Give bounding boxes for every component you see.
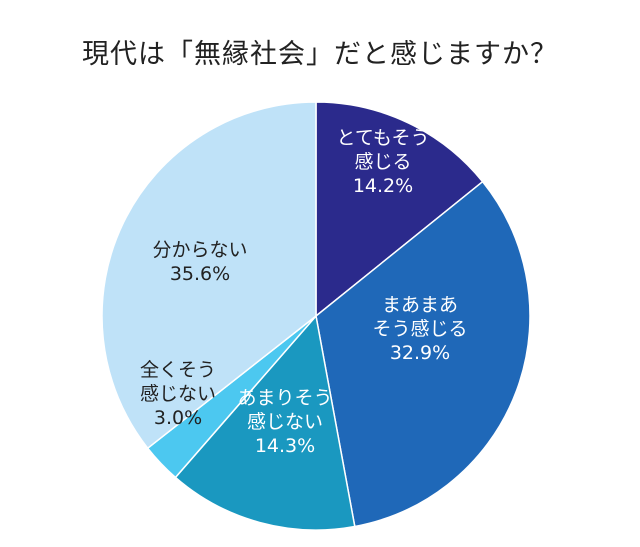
slice-label: 分からない 35.6%	[152, 239, 247, 285]
slice-category-label: まあまあ	[382, 294, 458, 316]
slice-category-label: 全くそう	[140, 359, 216, 381]
slice-category-label: 感じる	[354, 151, 411, 173]
slice-value-label: 14.2%	[353, 175, 413, 197]
slice-value-label: 32.9%	[390, 342, 450, 364]
slice-label: 全くそう感じない 3.0%	[140, 359, 216, 429]
chart-title: 現代は「無縁社会」だと感じますか？	[82, 39, 558, 70]
slice-category-label: そう感じる	[372, 318, 467, 340]
slice-value-label: 3.0%	[154, 407, 202, 429]
slice-value-label: 14.3%	[255, 435, 315, 457]
pie-slice	[315, 101, 484, 318]
pie-slice	[101, 101, 317, 450]
slice-label: あまりそう感じない 14.3%	[237, 387, 332, 457]
slice-category-label: あまりそう	[237, 387, 332, 409]
pie-slice	[174, 314, 356, 531]
slice-label: まあまあそう感じる 32.9%	[372, 294, 467, 364]
slice-category-label: 分からない	[152, 239, 247, 261]
slice-labels: とてもそう感じる 14.2%まあまあそう感じる 32.9%あまりそう感じない 14.3…	[140, 127, 468, 457]
slice-category-label: 感じない	[247, 411, 323, 433]
pie-slices	[101, 101, 531, 531]
slice-value-label: 35.6%	[170, 263, 230, 285]
slice-label: とてもそう感じる 14.2%	[336, 127, 429, 197]
slice-category-label: 感じない	[140, 383, 216, 405]
slice-category-label: とてもそう	[336, 127, 429, 149]
pie-slice	[315, 180, 531, 528]
